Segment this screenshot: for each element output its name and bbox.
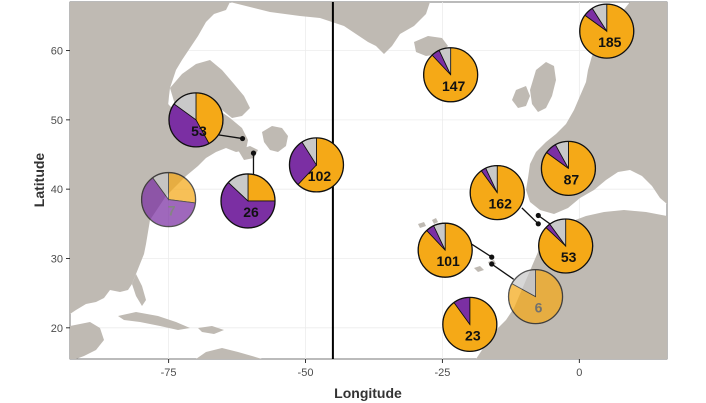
pie-outline: [442, 296, 498, 352]
x-axis-ticks: -75 -50 -25 0: [161, 359, 582, 379]
land-ireland: [512, 86, 530, 108]
land-africa: [476, 210, 667, 359]
pie-count-label: 101: [436, 253, 460, 269]
land-britain: [530, 62, 556, 112]
land-newfoundland: [262, 126, 288, 152]
site-point-5: [489, 261, 495, 267]
pie-outline: [423, 47, 479, 103]
site-point-1: [250, 150, 257, 156]
pie-count-label: 53: [191, 123, 207, 139]
pie-count-label: 147: [442, 78, 466, 94]
land-florida: [132, 274, 146, 306]
pie-outline: [507, 268, 564, 325]
pie-0: 53: [168, 92, 224, 148]
pie-outline: [579, 3, 635, 59]
pie-count-label: 53: [561, 249, 577, 265]
pie-count-label: 87: [564, 171, 580, 187]
pie-11: 23: [442, 296, 498, 352]
y-tick-label: 50: [51, 115, 63, 127]
pie-2: 26: [220, 173, 276, 229]
pie-8: 53: [538, 218, 594, 274]
pie-count-label: 26: [243, 204, 259, 220]
x-tick-label: -75: [161, 367, 177, 379]
connector-line-0: [215, 133, 243, 140]
pie-count-label: 6: [535, 300, 543, 316]
pie-10: 6: [507, 268, 564, 325]
land-central-america: [70, 322, 104, 359]
pie-charts: 53 7 26 102 147 185 87 162 53 101 6 23: [140, 3, 635, 352]
connector-lines: [215, 133, 556, 280]
y-axis-label: Latitude: [31, 153, 47, 208]
land-cuba: [118, 312, 190, 330]
pie-9: 101: [417, 222, 473, 278]
pie-5: 185: [579, 3, 635, 59]
x-tick-label: -50: [298, 367, 314, 379]
x-tick-label: -25: [434, 367, 450, 379]
pie-outline: [538, 218, 594, 274]
y-tick-label: 30: [51, 253, 63, 265]
connector-line-5: [491, 263, 515, 280]
pie-outline: [540, 140, 597, 197]
site-point-4: [489, 254, 495, 260]
land-north-america: [70, 2, 248, 314]
x-axis-label: Longitude: [334, 385, 402, 401]
connector-line-2: [521, 207, 539, 225]
pie-count-label: 162: [489, 196, 513, 212]
pie-3: 102: [288, 137, 345, 193]
y-tick-label: 60: [51, 46, 63, 58]
site-point-2: [535, 212, 541, 219]
site-points: [239, 135, 541, 267]
land-south-america: [196, 348, 262, 359]
pie-outline: [288, 137, 345, 193]
site-point-3: [535, 221, 541, 227]
pie-outline: [220, 173, 276, 229]
y-axis-ticks: 20 30 40 50 60: [51, 46, 70, 335]
site-point-0: [239, 135, 246, 142]
y-tick-label: 40: [51, 184, 63, 196]
pie-outline: [140, 171, 197, 228]
pie-outline: [469, 164, 525, 221]
land-greenland: [230, 2, 430, 54]
pie-count-label: 7: [168, 203, 176, 219]
pie-1: 7: [140, 171, 197, 228]
pie-outline: [417, 222, 473, 278]
x-tick-label: 0: [576, 367, 582, 379]
pie-outline: [168, 92, 224, 148]
pie-7: 162: [469, 164, 525, 221]
pie-4: 147: [423, 47, 479, 103]
land-hispaniola: [198, 326, 224, 334]
pie-count-label: 185: [598, 34, 622, 50]
y-tick-label: 20: [51, 323, 63, 335]
pie-6: 87: [540, 140, 597, 197]
pie-count-label: 102: [308, 168, 332, 184]
pie-count-label: 23: [465, 327, 481, 343]
land-azores: [418, 218, 438, 228]
